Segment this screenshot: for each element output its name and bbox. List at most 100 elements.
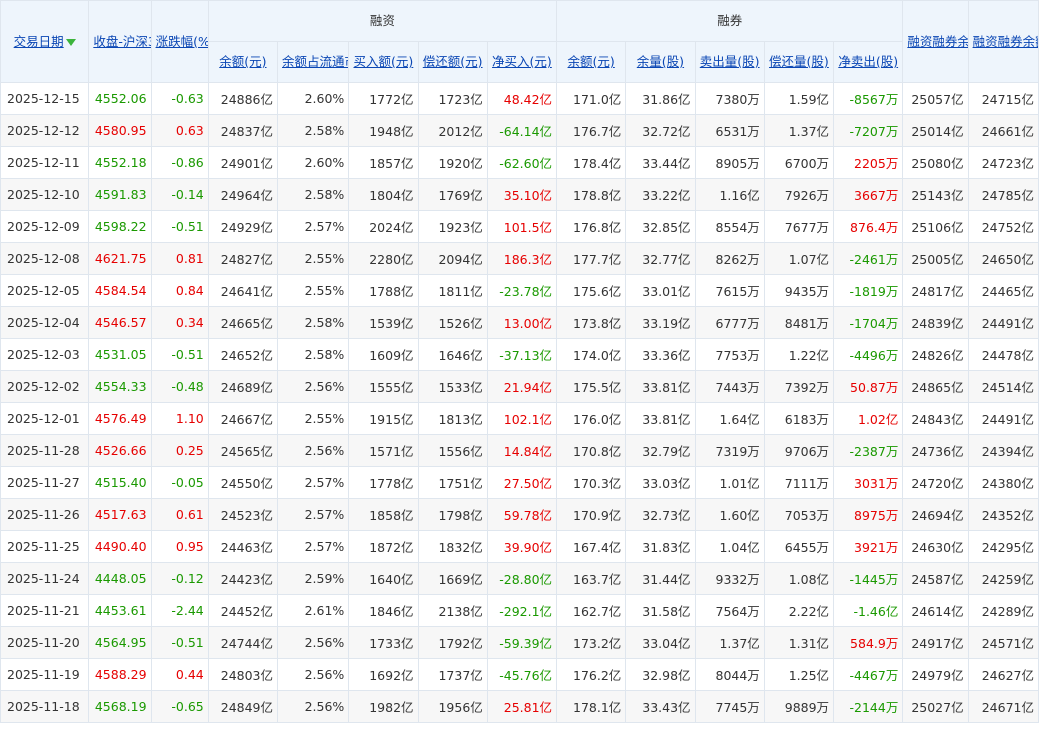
margin-buy-cell: 2024亿 bbox=[348, 210, 419, 243]
margin-ratio-cell: 2.58% bbox=[277, 338, 350, 371]
short-volume-cell: 33.43亿 bbox=[625, 690, 696, 723]
sort-by-balance-diff-header[interactable]: 融资融券余额差值(元) bbox=[967, 0, 1039, 83]
short-net-sell-cell: -2144万 bbox=[833, 690, 904, 723]
short-volume-cell: 32.79亿 bbox=[625, 434, 696, 467]
short-repay-cell: 9706万 bbox=[763, 434, 835, 467]
date-cell: 2025-11-27 bbox=[0, 466, 90, 499]
sort-by-short-balance-header[interactable]: 余额(元) bbox=[556, 41, 627, 83]
short-sell-cell: 1.64亿 bbox=[694, 402, 765, 435]
short-repay-cell: 7677万 bbox=[763, 210, 835, 243]
table-row: 2025-11-19 4588.29 0.44 24803亿 2.56% 1692亿 173… bbox=[0, 658, 1039, 691]
change-cell: 0.63 bbox=[150, 114, 209, 147]
short-volume-cell: 31.44亿 bbox=[625, 562, 696, 595]
sort-by-short-repay-header[interactable]: 偿还量(股) bbox=[763, 41, 835, 83]
close-cell: 4568.19 bbox=[88, 690, 152, 723]
sort-by-margin-repay-header[interactable]: 偿还额(元) bbox=[417, 41, 488, 83]
margin-net-buy-cell: 101.5亿 bbox=[486, 210, 558, 243]
total-balance-cell: 24630亿 bbox=[902, 530, 969, 563]
sort-by-short-volume-header[interactable]: 余量(股) bbox=[625, 41, 696, 83]
short-net-sell-cell: -2387万 bbox=[833, 434, 904, 467]
margin-buy-cell: 1778亿 bbox=[348, 466, 419, 499]
total-balance-cell: 24736亿 bbox=[902, 434, 969, 467]
margin-balance-cell: 24667亿 bbox=[207, 402, 279, 435]
date-cell: 2025-11-19 bbox=[0, 658, 90, 691]
change-cell: -0.48 bbox=[150, 370, 209, 403]
total-balance-cell: 24614亿 bbox=[902, 594, 969, 627]
close-cell: 4580.95 bbox=[88, 114, 152, 147]
sort-by-margin-balance-header[interactable]: 余额(元) bbox=[207, 41, 279, 83]
close-cell: 4531.05 bbox=[88, 338, 152, 371]
margin-balance-cell: 24827亿 bbox=[207, 242, 279, 275]
total-balance-cell: 25106亿 bbox=[902, 210, 969, 243]
margin-buy-cell: 1948亿 bbox=[348, 114, 419, 147]
total-balance-cell: 25080亿 bbox=[902, 146, 969, 179]
change-cell: -2.44 bbox=[150, 594, 209, 627]
date-cell: 2025-12-10 bbox=[0, 178, 90, 211]
change-cell: 0.44 bbox=[150, 658, 209, 691]
table-row: 2025-12-05 4584.54 0.84 24641亿 2.55% 1788亿 181… bbox=[0, 274, 1039, 307]
margin-ratio-cell: 2.59% bbox=[277, 562, 350, 595]
short-volume-cell: 32.77亿 bbox=[625, 242, 696, 275]
short-repay-cell: 7392万 bbox=[763, 370, 835, 403]
short-volume-cell: 33.22亿 bbox=[625, 178, 696, 211]
balance-diff-cell: 24478亿 bbox=[967, 338, 1039, 371]
margin-net-buy-cell: -23.78亿 bbox=[486, 274, 558, 307]
sort-by-margin-ratio-header[interactable]: 余额占流通市值比 bbox=[277, 41, 350, 83]
close-cell: 4588.29 bbox=[88, 658, 152, 691]
table-row: 2025-11-20 4564.95 -0.51 24744亿 2.56% 1733亿 17… bbox=[0, 626, 1039, 659]
table-body: 2025-12-15 4552.06 -0.63 24886亿 2.60% 1772亿 17… bbox=[0, 82, 1039, 723]
margin-repay-cell: 1723亿 bbox=[417, 82, 488, 115]
sort-by-change-header[interactable]: 涨跌幅(%)-沪深300 bbox=[150, 0, 209, 83]
short-volume-cell: 31.58亿 bbox=[625, 594, 696, 627]
date-cell: 2025-11-21 bbox=[0, 594, 90, 627]
close-cell: 4526.66 bbox=[88, 434, 152, 467]
margin-repay-cell: 1737亿 bbox=[417, 658, 488, 691]
short-balance-cell: 170.3亿 bbox=[556, 466, 627, 499]
short-balance-cell: 170.8亿 bbox=[556, 434, 627, 467]
sort-by-margin-net-header[interactable]: 净买入(元) bbox=[486, 41, 558, 83]
balance-diff-cell: 24295亿 bbox=[967, 530, 1039, 563]
margin-buy-cell: 1609亿 bbox=[348, 338, 419, 371]
margin-net-buy-cell: -59.39亿 bbox=[486, 626, 558, 659]
sort-by-short-net-header[interactable]: 净卖出(股) bbox=[833, 41, 904, 83]
close-cell: 4448.05 bbox=[88, 562, 152, 595]
sort-by-close-header[interactable]: 收盘-沪深300 bbox=[88, 0, 152, 83]
short-net-sell-cell: 876.4万 bbox=[833, 210, 904, 243]
margin-repay-cell: 2012亿 bbox=[417, 114, 488, 147]
close-cell: 4490.40 bbox=[88, 530, 152, 563]
margin-repay-cell: 1751亿 bbox=[417, 466, 488, 499]
total-balance-cell: 25143亿 bbox=[902, 178, 969, 211]
short-balance-cell: 170.9亿 bbox=[556, 498, 627, 531]
sort-by-total-balance-header[interactable]: 融资融券余额(元) bbox=[902, 0, 969, 83]
margin-repay-cell: 1533亿 bbox=[417, 370, 488, 403]
short-sell-cell: 7753万 bbox=[694, 338, 765, 371]
total-balance-cell: 25027亿 bbox=[902, 690, 969, 723]
short-sell-cell: 7380万 bbox=[694, 82, 765, 115]
margin-balance-cell: 24849亿 bbox=[207, 690, 279, 723]
short-volume-cell: 32.72亿 bbox=[625, 114, 696, 147]
sort-by-margin-buy-header[interactable]: 买入额(元) bbox=[348, 41, 419, 83]
short-sell-cell: 7615万 bbox=[694, 274, 765, 307]
margin-balance-cell: 24463亿 bbox=[207, 530, 279, 563]
margin-net-buy-cell: 35.10亿 bbox=[486, 178, 558, 211]
short-net-sell-cell: -1819万 bbox=[833, 274, 904, 307]
change-cell: -0.51 bbox=[150, 338, 209, 371]
change-cell: 0.34 bbox=[150, 306, 209, 339]
margin-net-buy-cell: 13.00亿 bbox=[486, 306, 558, 339]
date-cell: 2025-11-26 bbox=[0, 498, 90, 531]
short-sell-cell: 1.60亿 bbox=[694, 498, 765, 531]
sort-by-date-header[interactable]: 交易日期 bbox=[0, 0, 90, 83]
margin-net-buy-cell: 39.90亿 bbox=[486, 530, 558, 563]
margin-ratio-cell: 2.55% bbox=[277, 402, 350, 435]
short-balance-cell: 174.0亿 bbox=[556, 338, 627, 371]
margin-balance-cell: 24901亿 bbox=[207, 146, 279, 179]
change-cell: 0.95 bbox=[150, 530, 209, 563]
margin-balance-cell: 24565亿 bbox=[207, 434, 279, 467]
table-row: 2025-11-21 4453.61 -2.44 24452亿 2.61% 1846亿 21… bbox=[0, 594, 1039, 627]
short-volume-cell: 31.86亿 bbox=[625, 82, 696, 115]
table-row: 2025-11-27 4515.40 -0.05 24550亿 2.57% 1778亿 17… bbox=[0, 466, 1039, 499]
margin-balance-cell: 24641亿 bbox=[207, 274, 279, 307]
total-balance-cell: 24587亿 bbox=[902, 562, 969, 595]
date-cell: 2025-11-25 bbox=[0, 530, 90, 563]
sort-by-short-sell-header[interactable]: 卖出量(股) bbox=[694, 41, 765, 83]
